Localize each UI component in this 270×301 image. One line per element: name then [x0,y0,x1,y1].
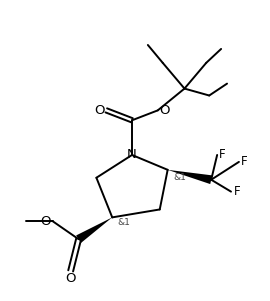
Polygon shape [168,170,212,184]
Text: &1: &1 [118,218,131,227]
Text: O: O [94,104,104,117]
Text: N: N [127,148,137,161]
Text: O: O [41,215,51,228]
Text: O: O [160,104,170,117]
Text: &1: &1 [173,173,186,182]
Text: F: F [234,185,240,198]
Text: O: O [65,272,76,285]
Text: F: F [219,148,225,161]
Polygon shape [76,217,112,243]
Text: F: F [241,155,247,168]
